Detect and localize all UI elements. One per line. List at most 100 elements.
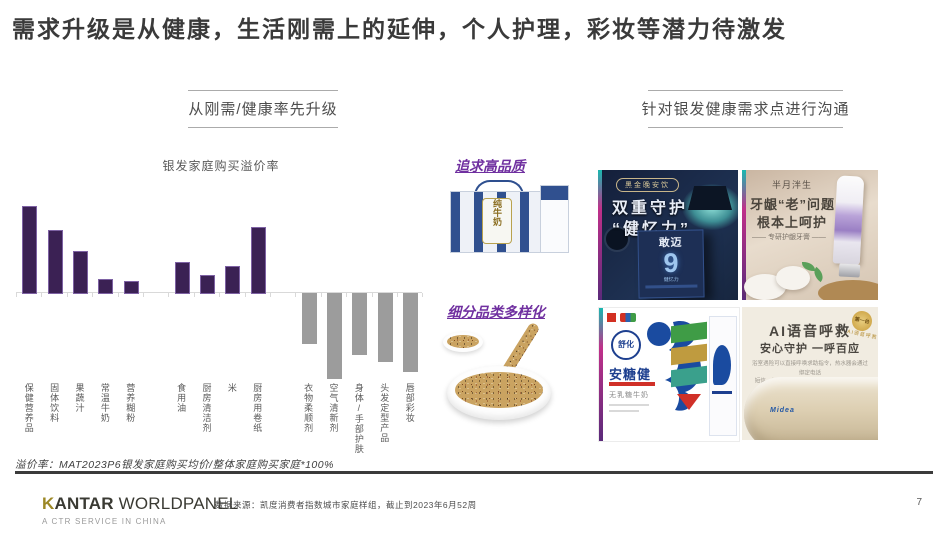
ad-headline: 牙龈“老”问题 (750, 197, 836, 212)
tube-cap (838, 263, 861, 278)
chart-bar (200, 275, 215, 294)
axis-tick (117, 293, 119, 297)
kantar-light: WORLDPANEL (113, 494, 239, 513)
category-label: 衣物柔顺剂 (303, 383, 314, 433)
page-title: 需求升级是从健康，生活刚需上的延伸，个人护理，彩妆等潜力待激发 (12, 16, 787, 42)
midea-logo: Midea (770, 407, 795, 414)
ad-headline2: 根本上呵护 (757, 215, 828, 230)
page-number: 7 (916, 497, 922, 508)
axis-tick (320, 293, 322, 297)
stone (776, 266, 810, 290)
category-label: 头发定型产品 (379, 383, 390, 443)
category-label: 果蔬汁 (74, 383, 85, 413)
mint-leaf (802, 262, 815, 271)
chart-bar (22, 206, 38, 294)
category-label: 固体饮料 (49, 383, 60, 423)
chart-plot-area: 保健营养品 固体饮料 果蔬汁 常温牛奶 营养糊粉 食用油 厨房清洁剂 米 厨房用卷纸 衣物柔顺剂 空… (16, 180, 426, 460)
axis-tick (244, 293, 246, 297)
footnote: 溢价率：MAT2023P6银发家庭购买均价/整体家庭购买家庭*100% (15, 459, 334, 471)
chart-bar (174, 262, 190, 294)
ad-lactose-free-milk: 舒化 安糖健 无乳糖牛奶 (598, 307, 740, 442)
blue-figure-logo (647, 320, 702, 411)
chart-bar (250, 227, 266, 294)
side-carton (709, 316, 737, 436)
data-source-text: 数据来源：凯度消费者指数城市家庭样组，截止到2023年6月52周 (215, 500, 477, 510)
ad-toothpaste: 半月泮生 牙龈“老”问题 根本上呵护 —— 专研护龈牙膏 —— (742, 170, 878, 300)
category-label: 厨房用卷纸 (252, 383, 263, 433)
product-subtext: 无乳糖牛奶 (609, 392, 649, 399)
chart-bar (301, 293, 317, 344)
decor-line (609, 410, 639, 412)
chart-bar (47, 230, 63, 294)
axis-tick (219, 293, 221, 297)
divider (188, 127, 338, 128)
small-bowl-grains (447, 335, 479, 348)
left-section-header: 从刚需/健康率先升级 (178, 90, 348, 128)
premium-rate-bar-chart: 银发家庭购买溢价率 保健营养品 固体饮料 果蔬汁 常温牛奶 营养糊粉 食用油 厨房清洁剂 米 厨… (16, 155, 426, 460)
chart-bar (225, 266, 241, 294)
kantar-logo-subtext: A CTR SERVICE IN CHINA (42, 517, 167, 526)
category-label: 米 (226, 383, 237, 393)
category-label: 身体/手部护肤 (353, 383, 364, 454)
category-label: 唇部彩妆 (404, 383, 415, 423)
axis-tick (371, 293, 373, 297)
divider (188, 90, 338, 91)
lamp-shade (688, 186, 732, 210)
axis-tick (295, 293, 297, 297)
left-section-title: 从刚需/健康率先升级 (188, 101, 338, 118)
category-label: 常温牛奶 (99, 383, 110, 423)
alarm-clock (604, 226, 630, 252)
callout-variety: 细分品类多样化 (447, 304, 545, 320)
right-section-header: 针对银发健康需求点进行沟通 (638, 90, 853, 128)
decor-line (645, 284, 698, 289)
ad-subline: —— 专研护龈牙膏 —— (752, 234, 826, 241)
axis-tick (397, 293, 398, 297)
kantar-logo: KANTAR WORLDPANEL A CTR SERVICE IN CHINA (42, 494, 238, 526)
callout-high-quality: 追求高品质 (455, 158, 525, 174)
axis-tick (346, 293, 348, 297)
chart-bar (377, 293, 393, 362)
water-heater-image: Midea (744, 377, 878, 440)
product-subtext: 健忆力 (663, 276, 679, 284)
divider (648, 127, 843, 128)
product-box: 敢迈 9 健忆力 (637, 229, 705, 299)
chart-bar (403, 293, 419, 372)
ad-body-line1: 浴室遇险可以直接呼唤求助指令，热水器会通过绑定电话 (752, 361, 868, 376)
milk-pack-image: 纯牛奶 (450, 180, 570, 258)
chart-bar (352, 293, 368, 355)
chart-bar (123, 281, 139, 294)
toothpaste-tube (832, 175, 865, 265)
red-tagline-bar (609, 382, 655, 386)
big-bowl-grains (455, 372, 543, 408)
category-label: 厨房清洁剂 (201, 383, 212, 433)
category-label: 营养糊粉 (125, 383, 136, 423)
ad-headline: 双重守护 (612, 200, 689, 217)
category-label: 保健营养品 (23, 383, 34, 433)
kantar-bold: ANTAR (54, 494, 114, 513)
corner-logo2 (620, 313, 636, 322)
axis-tick (41, 293, 43, 297)
brand-logo-text: 半月泮生 (772, 180, 813, 190)
right-section-title: 针对银发健康需求点进行沟通 (641, 101, 850, 118)
grain-bowl-image (443, 321, 557, 426)
kantar-k: K (42, 494, 55, 513)
x-axis (16, 292, 423, 293)
axis-tick (193, 293, 195, 297)
ad-subheadline: 安心守护 一呼百应 (759, 343, 861, 355)
divider (648, 90, 843, 91)
axis-tick (66, 293, 68, 297)
brand-circle: 舒化 (611, 330, 641, 360)
axis-tick (168, 293, 170, 297)
chart-title: 银发家庭购买溢价率 (162, 159, 280, 173)
product-name: 安糖健 (609, 367, 652, 382)
ad-night-drink: 黑金晚安饮 双重守护 “健忆力” 敢迈 9 健忆力 (598, 170, 738, 300)
wooden-tray (818, 280, 878, 300)
category-label: 食用油 (176, 383, 187, 413)
pack-medallion: 纯牛奶 (482, 198, 512, 244)
accent-strip (599, 308, 603, 441)
ad-headline: AI语音呼救 (769, 323, 851, 339)
corner-logo (607, 313, 616, 322)
axis-tick (16, 293, 17, 297)
accent-strip (742, 170, 746, 300)
